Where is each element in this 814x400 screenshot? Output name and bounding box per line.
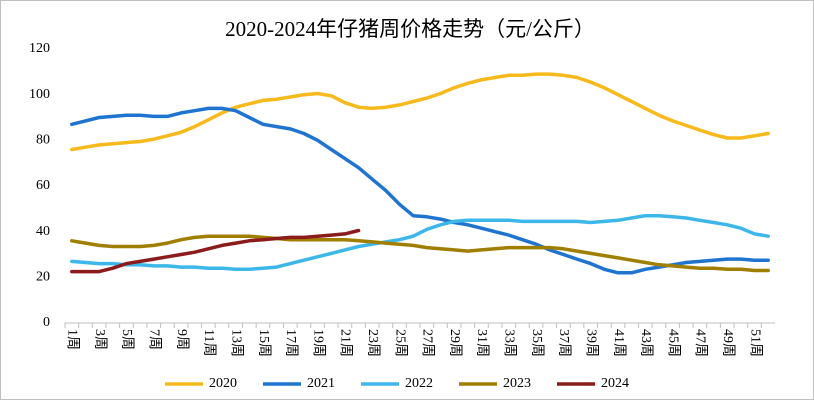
y-tick-label: 100 bbox=[29, 87, 50, 102]
legend-label: 2020 bbox=[209, 376, 237, 391]
x-tick-label: 29周 bbox=[447, 329, 462, 357]
x-tick-label: 31周 bbox=[474, 329, 489, 357]
x-tick-label: 27周 bbox=[420, 329, 435, 357]
series-line bbox=[70, 234, 770, 273]
x-tick-label: 3周 bbox=[92, 329, 107, 350]
y-tick-label: 80 bbox=[36, 133, 50, 148]
x-tick-label: 23周 bbox=[365, 329, 380, 357]
x-tick-label: 21周 bbox=[338, 329, 353, 357]
series-line bbox=[70, 72, 770, 152]
x-tick-label: 13周 bbox=[228, 329, 243, 357]
x-tick-label: 49周 bbox=[720, 329, 735, 357]
y-tick-label: 60 bbox=[36, 178, 50, 193]
x-tick-label: 9周 bbox=[174, 329, 189, 350]
x-tick-label: 35周 bbox=[529, 329, 544, 357]
x-tick-label: 39周 bbox=[583, 329, 598, 357]
x-tick-label: 37周 bbox=[556, 329, 571, 357]
x-tick-label: 11周 bbox=[201, 329, 216, 356]
x-tick-label: 25周 bbox=[392, 329, 407, 357]
x-tick-label: 41周 bbox=[611, 329, 626, 357]
x-tick-label: 45周 bbox=[665, 329, 680, 357]
x-tick-label: 15周 bbox=[256, 329, 271, 357]
x-tick-label: 5周 bbox=[119, 329, 134, 350]
x-tick-label: 7周 bbox=[147, 329, 162, 350]
legend-label: 2021 bbox=[307, 376, 335, 391]
chart-title: 2020-2024年仔猪周价格走势（元/公斤） bbox=[225, 17, 595, 41]
series-line bbox=[70, 228, 361, 274]
y-tick-label: 0 bbox=[43, 315, 50, 330]
y-tick-label: 120 bbox=[29, 41, 50, 56]
legend-label: 2022 bbox=[405, 376, 433, 391]
series-line bbox=[70, 213, 770, 272]
x-tick-label: 1周 bbox=[65, 329, 80, 350]
y-tick-label: 20 bbox=[36, 270, 50, 285]
legend-label: 2024 bbox=[601, 376, 629, 391]
legend-label: 2023 bbox=[503, 376, 531, 391]
x-tick-label: 51周 bbox=[747, 329, 762, 357]
x-tick-label: 47周 bbox=[693, 329, 708, 357]
x-tick-label: 43周 bbox=[638, 329, 653, 357]
x-tick-label: 17周 bbox=[283, 329, 298, 357]
x-tick-label: 33周 bbox=[502, 329, 517, 357]
y-tick-label: 40 bbox=[36, 224, 50, 239]
series-line bbox=[70, 106, 770, 275]
x-tick-label: 19周 bbox=[310, 329, 325, 357]
